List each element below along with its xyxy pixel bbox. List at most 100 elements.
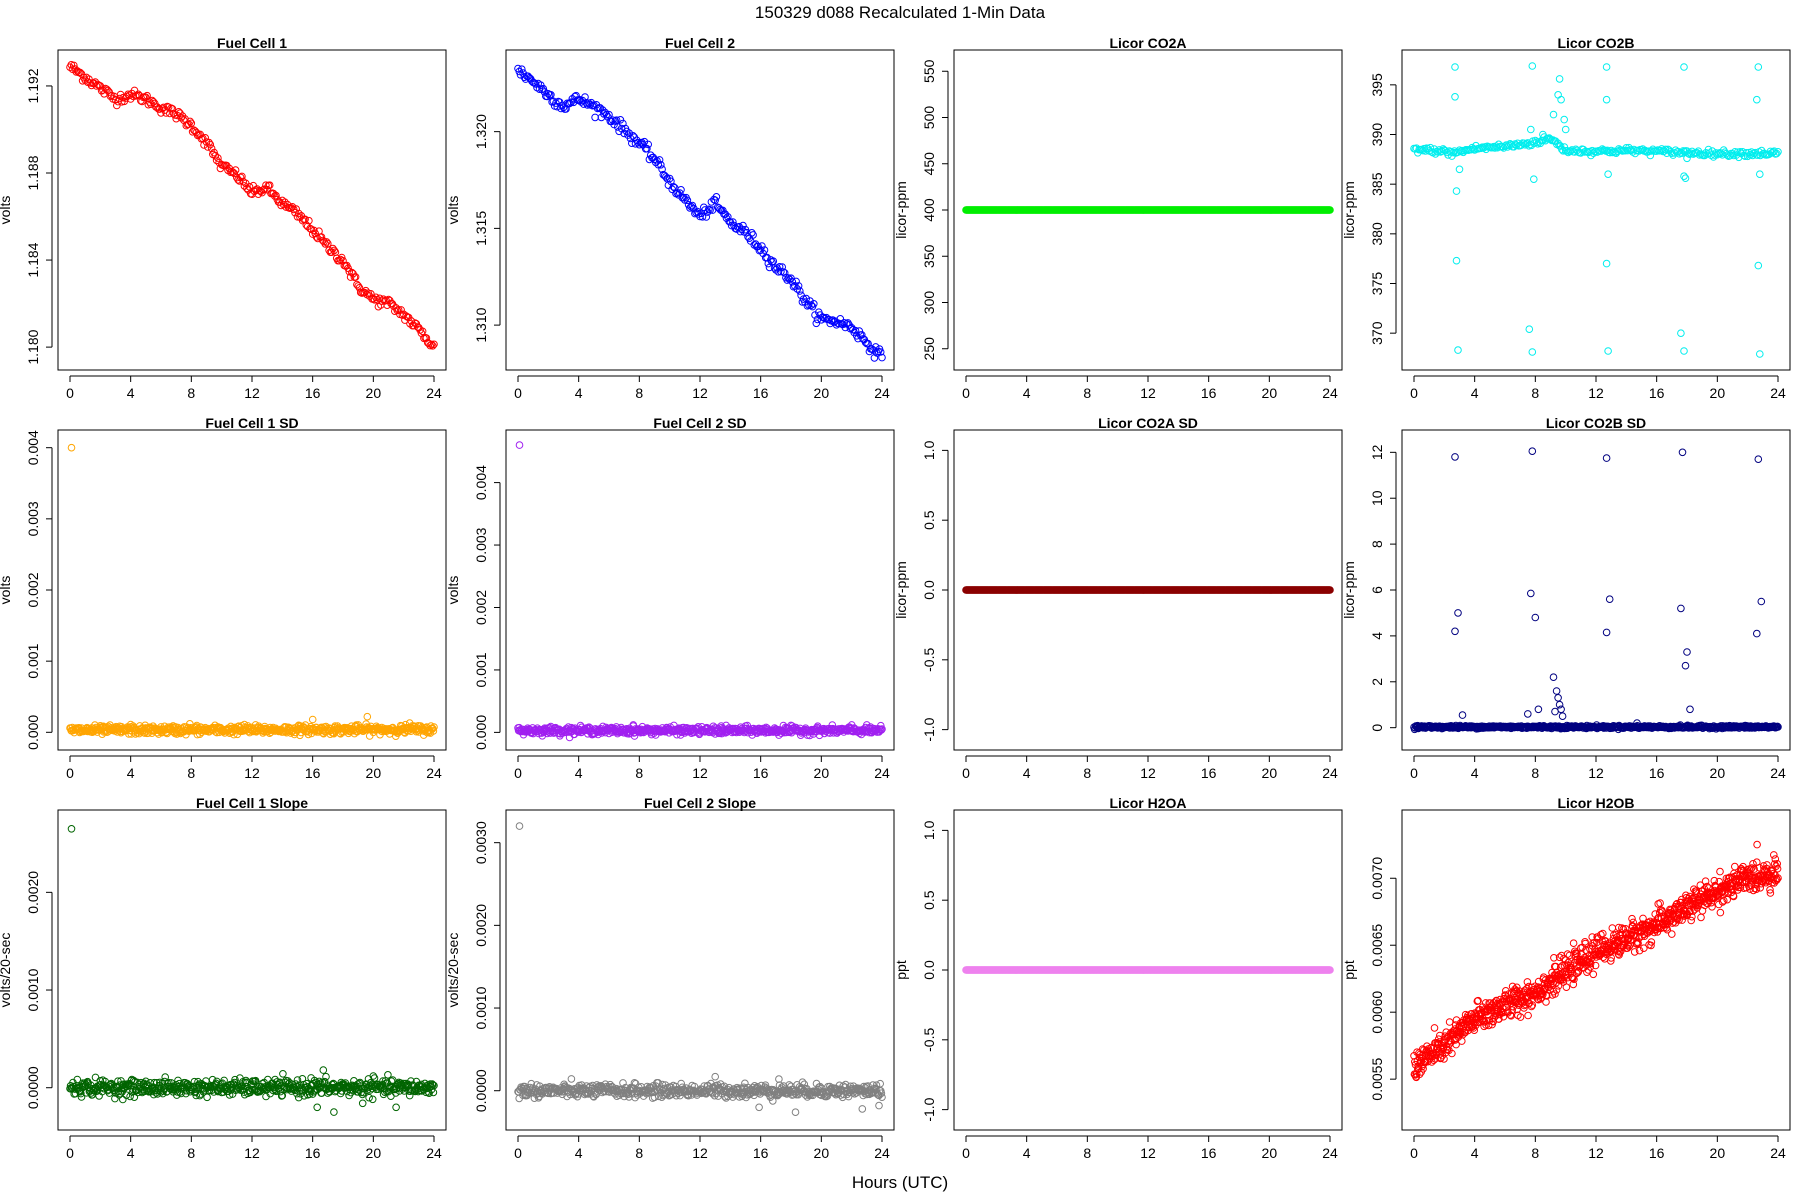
data-point xyxy=(143,91,151,100)
data-point xyxy=(92,82,101,90)
data-point xyxy=(620,129,629,138)
outlier-point xyxy=(1686,705,1694,714)
data-point xyxy=(742,727,750,735)
x-tick-label: 16 xyxy=(1649,765,1665,781)
data-point xyxy=(659,170,668,179)
x-tick-label: 20 xyxy=(366,385,382,401)
x-tick-label: 4 xyxy=(127,385,135,401)
data-point xyxy=(640,137,649,146)
outlier-point xyxy=(363,712,372,721)
data-point xyxy=(686,204,694,212)
data-point xyxy=(322,1072,330,1081)
data-point xyxy=(293,1076,302,1084)
x-tick-label: 4 xyxy=(127,765,135,781)
data-point xyxy=(305,1090,314,1098)
outlier-point xyxy=(1525,325,1534,334)
data-point xyxy=(430,723,438,731)
outlier-point xyxy=(1452,187,1461,195)
panel-title: Fuel Cell 1 Slope xyxy=(196,795,308,811)
data-point xyxy=(126,1092,134,1101)
x-tick-label: 8 xyxy=(187,765,195,781)
data-points xyxy=(66,61,438,350)
data-point xyxy=(159,1089,167,1098)
data-point xyxy=(625,129,634,137)
data-point xyxy=(279,1070,287,1078)
data-points xyxy=(514,64,886,362)
data-point xyxy=(1449,148,1457,157)
y-tick-label: 500 xyxy=(921,106,937,130)
outlier-point xyxy=(1678,448,1687,457)
data-point xyxy=(868,345,876,353)
data-points xyxy=(66,443,438,741)
data-point xyxy=(616,116,625,124)
y-tick-label: 450 xyxy=(921,152,937,176)
data-point xyxy=(721,210,730,218)
data-point xyxy=(702,213,711,221)
data-point xyxy=(177,114,185,122)
y-tick-label: 6 xyxy=(1369,586,1385,594)
y-tick-label: 0.003 xyxy=(25,501,41,536)
data-point xyxy=(186,117,194,126)
y-tick-label: 350 xyxy=(921,244,937,268)
data-point xyxy=(418,327,427,336)
y-axis-label: volts/20-sec xyxy=(0,933,13,1008)
data-point xyxy=(201,134,209,142)
data-point xyxy=(238,172,246,181)
outlier-point xyxy=(1757,597,1766,606)
data-point xyxy=(90,79,98,88)
data-point xyxy=(190,126,198,134)
data-point xyxy=(820,313,828,322)
data-point xyxy=(737,225,746,234)
data-point xyxy=(810,300,818,308)
data-point xyxy=(191,127,199,135)
y-tick-label: 370 xyxy=(1369,321,1385,345)
data-point xyxy=(858,331,866,339)
outlier-point xyxy=(1531,613,1540,622)
outlier-point xyxy=(1534,705,1543,714)
y-tick-label: 10 xyxy=(1369,490,1385,506)
x-tick-label: 8 xyxy=(635,385,643,401)
panel-title: Fuel Cell 2 SD xyxy=(653,415,746,431)
panel-title: Licor CO2B SD xyxy=(1546,415,1646,431)
x-tick-label: 0 xyxy=(514,765,522,781)
data-point xyxy=(878,353,886,362)
data-point xyxy=(291,208,299,217)
y-tick-label: 0.002 xyxy=(25,572,41,607)
data-point xyxy=(629,132,637,140)
y-tick-label: 8 xyxy=(1369,540,1385,548)
data-point xyxy=(192,1091,200,1100)
panel-title: Licor CO2B xyxy=(1557,35,1634,51)
panel-title: Licor CO2A xyxy=(1109,35,1186,51)
x-tick-label: 12 xyxy=(692,765,708,781)
y-tick-label: 0.004 xyxy=(25,430,41,465)
data-point xyxy=(657,161,665,169)
data-point xyxy=(1441,147,1450,155)
outlier-point xyxy=(1680,172,1688,180)
data-point xyxy=(851,326,860,335)
plot-frame xyxy=(953,429,1343,751)
data-point xyxy=(1664,145,1672,154)
outlier-point xyxy=(319,1066,328,1074)
y-axis-label: volts xyxy=(0,576,13,605)
x-tick-label: 20 xyxy=(366,1145,382,1161)
y-tick-label: -1.0 xyxy=(921,717,937,741)
x-tick-label: 4 xyxy=(1471,385,1479,401)
data-point xyxy=(1326,586,1334,594)
y-tick-label: 1.310 xyxy=(473,307,489,342)
outlier-point xyxy=(1524,710,1532,718)
data-point xyxy=(1539,136,1547,145)
data-point xyxy=(677,186,685,194)
data-point xyxy=(1709,153,1718,161)
y-tick-label: 0.001 xyxy=(25,643,41,678)
data-point xyxy=(683,196,692,205)
data-point xyxy=(292,205,301,213)
data-point xyxy=(530,1094,539,1102)
x-tick-label: 0 xyxy=(962,765,970,781)
data-point xyxy=(354,282,363,290)
data-point xyxy=(802,294,811,303)
data-point xyxy=(1728,150,1737,158)
x-tick-label: 12 xyxy=(692,385,708,401)
plot-frame xyxy=(953,49,1343,371)
data-point xyxy=(835,319,843,328)
